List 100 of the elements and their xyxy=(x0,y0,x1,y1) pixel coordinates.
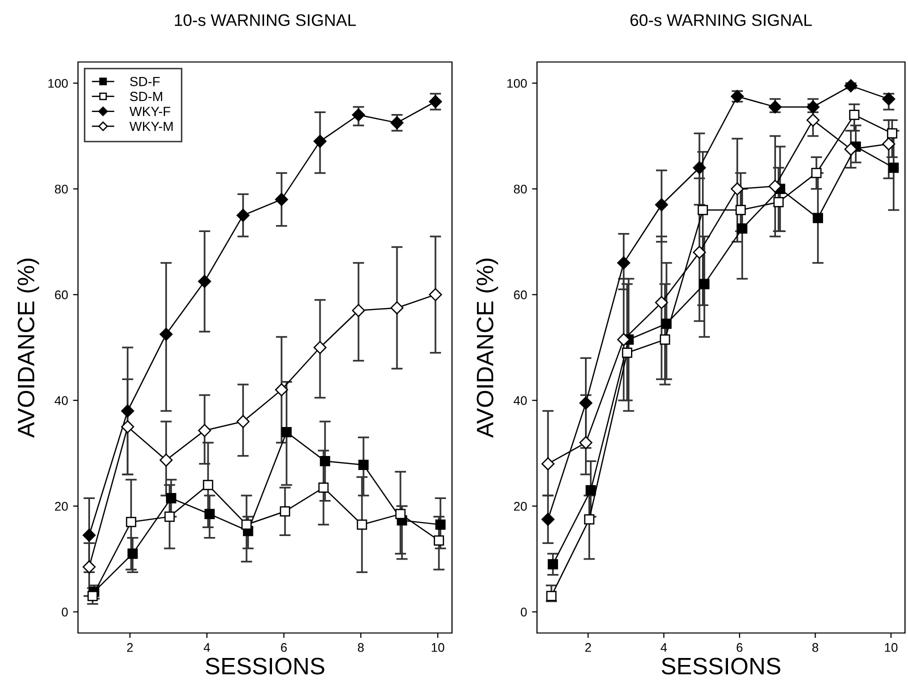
point xyxy=(617,333,630,346)
point xyxy=(584,514,594,524)
point xyxy=(121,404,134,418)
point xyxy=(617,256,630,270)
point xyxy=(390,301,404,314)
x-tick-label: 2 xyxy=(585,643,591,652)
point xyxy=(128,548,138,559)
point xyxy=(737,223,748,234)
point xyxy=(428,288,442,302)
point xyxy=(275,192,288,206)
point xyxy=(586,485,596,496)
legend-label: WKY-F xyxy=(130,106,170,116)
point xyxy=(428,95,442,108)
x-tick-label: 10 xyxy=(432,643,444,652)
legend-label: WKY-M xyxy=(130,122,173,131)
x-tick-label: 4 xyxy=(660,643,667,652)
point xyxy=(806,114,820,127)
point xyxy=(352,304,366,318)
point xyxy=(236,208,250,222)
point xyxy=(579,396,592,410)
x-axis-title: SESSIONS xyxy=(662,658,780,674)
x-tick-label: 8 xyxy=(812,643,818,652)
point xyxy=(660,334,670,345)
point xyxy=(655,198,668,212)
point xyxy=(318,482,329,493)
point xyxy=(886,128,898,139)
point xyxy=(164,512,175,522)
point xyxy=(352,108,366,122)
y-tick-label: 80 xyxy=(54,184,68,194)
point xyxy=(773,196,784,208)
point xyxy=(275,383,288,396)
point xyxy=(736,204,746,216)
point xyxy=(434,535,444,546)
point xyxy=(730,182,744,196)
legend-label: SD-M xyxy=(130,92,162,102)
y-axis-title: AVOIDANCE (%) xyxy=(476,258,498,438)
point xyxy=(882,137,896,150)
point xyxy=(166,493,176,504)
point xyxy=(692,161,706,174)
point xyxy=(655,296,668,310)
x-tick-label: 4 xyxy=(204,643,210,652)
point xyxy=(241,519,252,530)
point xyxy=(844,79,858,92)
point xyxy=(314,134,327,148)
x-axis-title: SESSIONS xyxy=(206,658,324,674)
chart-title: 10-s WARNING SIGNAL xyxy=(174,14,356,26)
point xyxy=(390,116,404,130)
y-tick-label: 40 xyxy=(514,396,527,406)
point xyxy=(692,246,706,259)
point xyxy=(546,590,557,602)
point xyxy=(811,168,822,178)
legend-label: SD-F xyxy=(130,76,160,86)
y-tick-label: 60 xyxy=(55,290,68,300)
point xyxy=(236,415,250,428)
y-tick-label: 20 xyxy=(55,502,68,511)
point xyxy=(812,212,824,224)
y-tick-label: 100 xyxy=(507,78,527,88)
point xyxy=(882,92,896,106)
x-tick-label: 10 xyxy=(884,643,898,652)
point xyxy=(844,142,858,156)
point xyxy=(202,480,214,490)
point xyxy=(698,204,708,216)
point xyxy=(435,519,446,530)
x-tick-label: 6 xyxy=(281,643,287,652)
point xyxy=(699,278,710,290)
point xyxy=(579,436,592,450)
x-tick-label: 6 xyxy=(736,643,742,652)
y-tick-label: 40 xyxy=(54,396,68,406)
point xyxy=(82,528,96,542)
y-tick-label: 80 xyxy=(514,184,527,194)
point xyxy=(281,426,292,438)
point xyxy=(320,456,330,466)
chart-title: 60-s WARNING SIGNAL xyxy=(630,14,812,26)
point xyxy=(541,512,554,526)
x-tick-label: 8 xyxy=(358,643,364,652)
point xyxy=(622,348,632,358)
y-tick-label: 0 xyxy=(62,608,68,617)
y-tick-label: 20 xyxy=(514,502,527,511)
point xyxy=(280,506,290,517)
point xyxy=(314,340,327,354)
y-tick-label: 100 xyxy=(48,78,68,88)
point xyxy=(160,454,173,467)
point xyxy=(198,424,212,438)
point xyxy=(548,559,558,570)
point xyxy=(768,180,782,193)
point xyxy=(121,420,134,434)
point xyxy=(356,519,368,530)
point xyxy=(395,508,406,520)
point xyxy=(198,274,212,288)
y-tick-label: 60 xyxy=(514,290,527,300)
point xyxy=(160,328,173,341)
point xyxy=(204,508,215,520)
point xyxy=(849,110,860,120)
point xyxy=(888,162,899,173)
y-axis-title: AVOIDANCE (%) xyxy=(17,258,40,438)
point xyxy=(541,457,554,470)
point xyxy=(82,560,96,574)
x-tick-label: 2 xyxy=(127,643,133,652)
point xyxy=(358,460,369,470)
point xyxy=(126,516,136,528)
